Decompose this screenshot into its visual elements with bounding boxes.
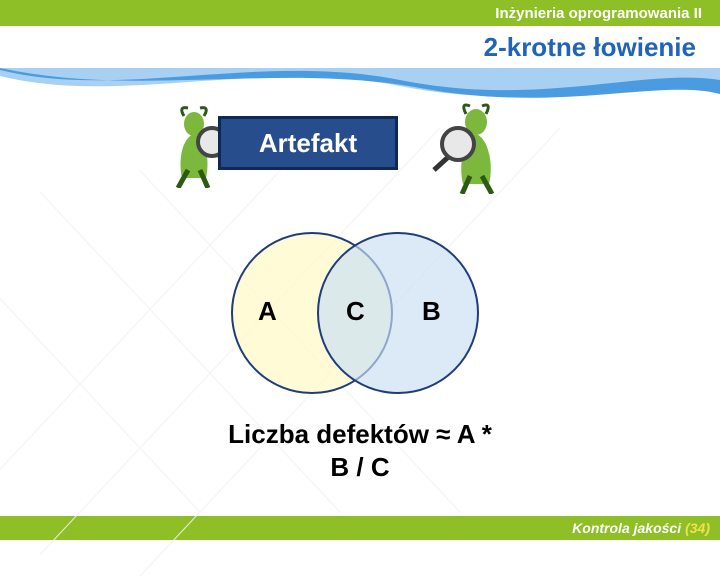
slide-title: 2-krotne łowienie (484, 32, 696, 63)
slide-content: Artefakt A C B Liczba defektó (0, 68, 720, 516)
slide-title-bar: 2-krotne łowienie (0, 26, 720, 68)
venn-label-c: C (346, 296, 365, 327)
venn-label-a: A (258, 296, 277, 327)
formula-line1: Liczba defektów ≈ A * (150, 418, 570, 451)
venn-diagram: A C B (210, 228, 510, 398)
artefakt-box: Artefakt (218, 116, 398, 170)
artefakt-label: Artefakt (259, 128, 357, 159)
course-title: Inżynieria oprogramowania II (495, 5, 702, 22)
header-bar: Inżynieria oprogramowania II (0, 0, 720, 26)
artefakt-region: Artefakt (190, 106, 450, 186)
venn-circle-b (318, 233, 478, 393)
inspector-right-icon (420, 98, 510, 194)
formula-line2: B / C (150, 451, 570, 484)
formula: Liczba defektów ≈ A * B / C (150, 418, 570, 483)
venn-label-b: B (422, 296, 441, 327)
